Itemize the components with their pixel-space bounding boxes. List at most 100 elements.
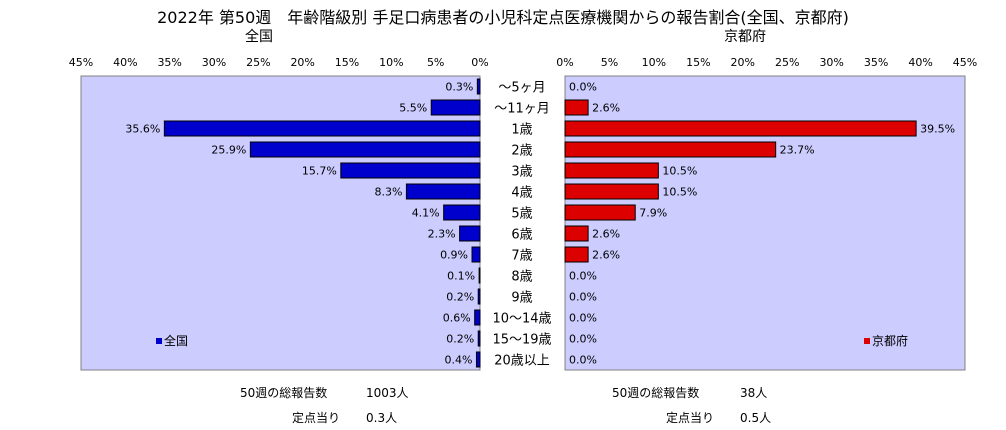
category-label: 9歳 bbox=[511, 291, 532, 306]
right-total-value: 38人 bbox=[740, 386, 768, 400]
panel-1-tick-label: 45% bbox=[953, 56, 977, 69]
left-per-site-label: 定点当り bbox=[292, 411, 341, 425]
panel-0-bar bbox=[477, 288, 481, 305]
right-per-site-value: 0.5人 bbox=[740, 411, 772, 425]
panel-0-tick-label: 40% bbox=[113, 56, 137, 69]
panel-0-data-label: 0.1% bbox=[447, 270, 475, 283]
panel-0-data-label: 2.3% bbox=[428, 228, 456, 241]
panel-1-data-label: 0.0% bbox=[569, 270, 597, 283]
panel-0-tick-label: 25% bbox=[246, 56, 270, 69]
panel-0-data-label: 15.7% bbox=[302, 165, 337, 178]
panel-0-plot-bg bbox=[80, 75, 481, 371]
panel-1-tick-label: 35% bbox=[864, 56, 888, 69]
category-label: 2歳 bbox=[511, 144, 532, 159]
panel-1-tick-label: 10% bbox=[642, 56, 666, 69]
panel-0-bar bbox=[477, 330, 481, 347]
panel-1-data-label: 0.0% bbox=[569, 333, 597, 346]
panel-0-data-label: 0.3% bbox=[445, 81, 473, 94]
panel-1-bar bbox=[564, 204, 636, 221]
panel-0-data-label: 0.2% bbox=[446, 333, 474, 346]
panel-0-tick-label: 20% bbox=[290, 56, 314, 69]
category-label: 5歳 bbox=[511, 207, 532, 222]
panel-1-data-label: 2.6% bbox=[592, 228, 620, 241]
panel-1-data-label: 0.0% bbox=[569, 291, 597, 304]
left-total-value: 1003人 bbox=[366, 386, 409, 400]
panel-0-tick-label: 10% bbox=[379, 56, 403, 69]
category-label: 7歳 bbox=[511, 249, 532, 264]
category-label: 20歳以上 bbox=[494, 354, 550, 369]
category-label: 3歳 bbox=[511, 165, 532, 180]
panel-1-bar bbox=[564, 225, 589, 242]
panel-0-bar bbox=[430, 99, 481, 116]
left-per-site-value: 0.3人 bbox=[366, 411, 398, 425]
category-label: 6歳 bbox=[511, 228, 532, 243]
left-legend-label: 全国 bbox=[164, 333, 188, 348]
panel-1-tick-label: 15% bbox=[686, 56, 710, 69]
panel-1-data-label: 0.0% bbox=[569, 81, 597, 94]
panel-1-plot-bg bbox=[564, 75, 966, 371]
category-label: ～5ヶ月 bbox=[498, 81, 545, 96]
right-total-label: 50週の総報告数 bbox=[612, 386, 700, 400]
right-legend-label: 京都府 bbox=[872, 333, 908, 348]
left-total-label: 50週の総報告数 bbox=[240, 386, 328, 400]
panel-0-tick-label: 15% bbox=[335, 56, 359, 69]
panel-1-data-label: 2.6% bbox=[592, 102, 620, 115]
category-label: 8歳 bbox=[511, 270, 532, 285]
panel-0-bar bbox=[478, 267, 481, 284]
panel-1-tick-label: 20% bbox=[731, 56, 755, 69]
panel-1-bar bbox=[564, 246, 589, 263]
right-legend-swatch bbox=[864, 338, 870, 344]
panel-1-data-label: 0.0% bbox=[569, 312, 597, 325]
panel-0-tick-label: 5% bbox=[427, 56, 444, 69]
panel-0-tick-label: 35% bbox=[157, 56, 181, 69]
plot-area: 0% 5% 10% 15% 20% 25% 30% 35% 40% 45% 0.3% 5.5% 35.6… bbox=[69, 56, 977, 371]
panel-1-data-label: 7.9% bbox=[639, 207, 667, 220]
panel-0-data-label: 8.3% bbox=[374, 186, 402, 199]
category-label: 4歳 bbox=[511, 186, 532, 201]
panel-1-bar bbox=[564, 99, 589, 116]
panel-1-data-label: 10.5% bbox=[662, 186, 697, 199]
panel-0-bar bbox=[471, 246, 481, 263]
panel-0-data-label: 35.6% bbox=[125, 123, 160, 136]
panel-1-data-label: 2.6% bbox=[592, 249, 620, 262]
panel-1-bar bbox=[564, 141, 777, 158]
panel-0-data-label: 4.1% bbox=[412, 207, 440, 220]
panel-0-data-label: 5.5% bbox=[399, 102, 427, 115]
category-label: ～11ヶ月 bbox=[494, 102, 550, 117]
panel-0-tick-label: 30% bbox=[202, 56, 226, 69]
panel-0-bar bbox=[459, 225, 481, 242]
panel-1-bar bbox=[564, 120, 917, 137]
panel-1-data-label: 23.7% bbox=[780, 144, 815, 157]
panel-0-bar bbox=[474, 309, 481, 326]
panel-1-bar bbox=[564, 162, 659, 179]
panel-1-data-label: 10.5% bbox=[662, 165, 697, 178]
panel-0-data-label: 0.6% bbox=[443, 312, 471, 325]
panel-0-bar bbox=[475, 351, 481, 368]
panel-0-tick-label: 45% bbox=[69, 56, 93, 69]
chart-title: 2022年 第50週 年齢階級別 手足口病患者の小児科定点医療機関からの報告割合… bbox=[157, 8, 849, 27]
left-panel-title: 全国 bbox=[245, 29, 273, 45]
panel-0-data-label: 0.9% bbox=[440, 249, 468, 262]
left-legend-swatch bbox=[156, 338, 162, 344]
panel-0-bar bbox=[163, 120, 481, 137]
panel-1-tick-label: 30% bbox=[819, 56, 843, 69]
right-per-site-label: 定点当り bbox=[666, 411, 715, 425]
panel-1-data-label: 39.5% bbox=[920, 123, 955, 136]
category-label: 10～14歳 bbox=[492, 312, 551, 327]
panel-0-data-label: 25.9% bbox=[211, 144, 246, 157]
panel-1-bar bbox=[564, 183, 659, 200]
panel-1-tick-label: 40% bbox=[908, 56, 932, 69]
panel-0-tick-label: 0% bbox=[471, 56, 488, 69]
panel-0-bar bbox=[249, 141, 481, 158]
right-panel-title: 京都府 bbox=[724, 29, 766, 45]
panel-0-bar bbox=[405, 183, 481, 200]
panel-0-data-label: 0.2% bbox=[446, 291, 474, 304]
panel-1-tick-label: 5% bbox=[601, 56, 618, 69]
panel-0-data-label: 0.4% bbox=[445, 354, 473, 367]
panel-1-data-label: 0.0% bbox=[569, 354, 597, 367]
panel-1-tick-label: 0% bbox=[556, 56, 573, 69]
panel-0-bar bbox=[476, 78, 481, 95]
panel-1-tick-label: 25% bbox=[775, 56, 799, 69]
category-label: 1歳 bbox=[511, 123, 532, 138]
